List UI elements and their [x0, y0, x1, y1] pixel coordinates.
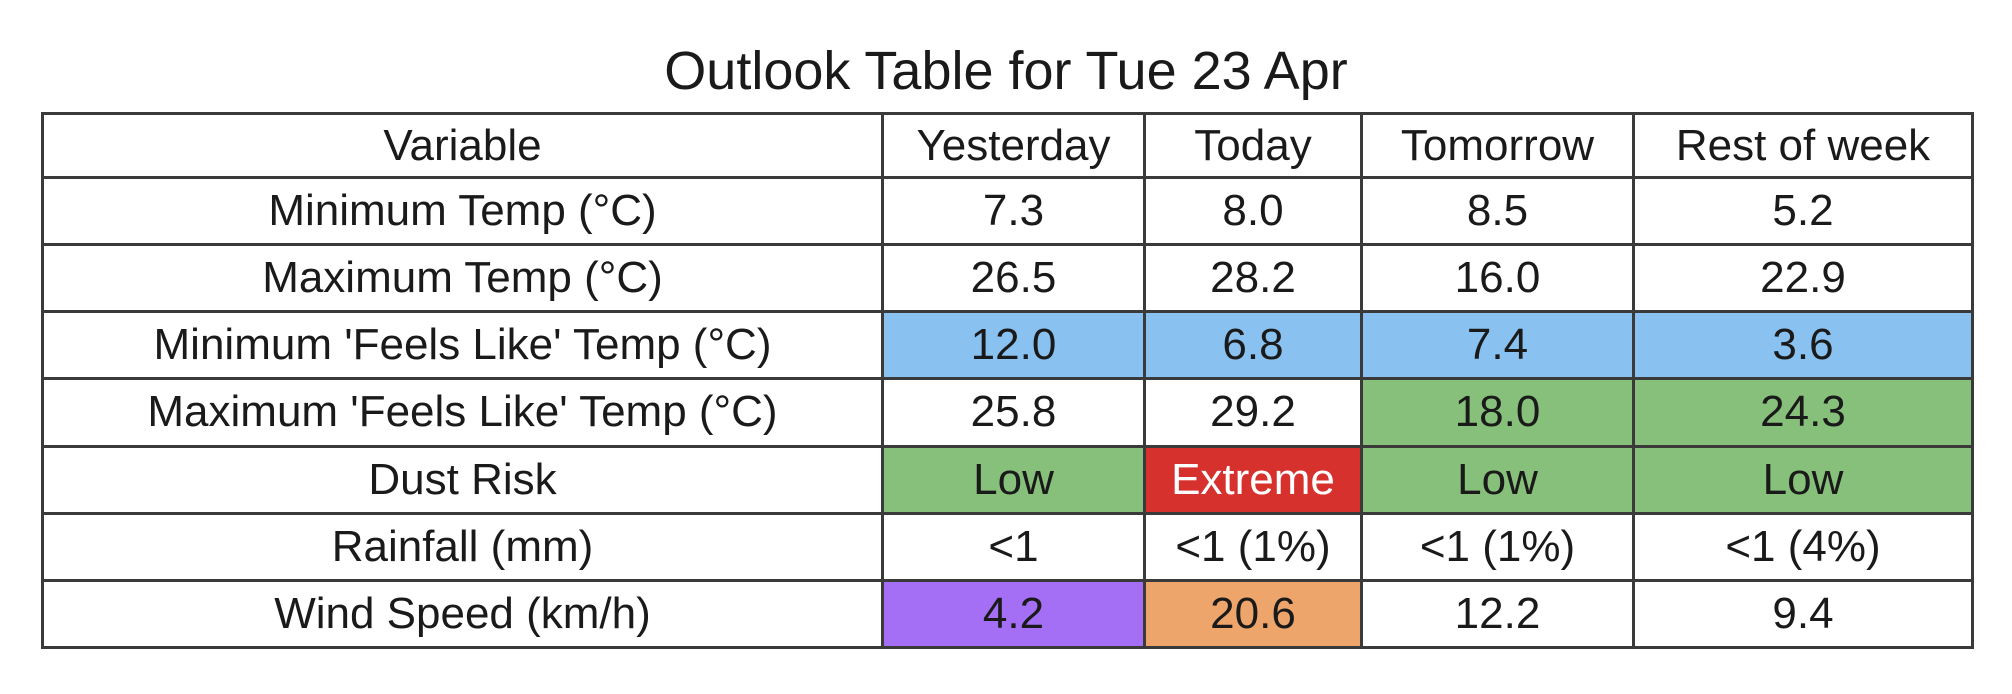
table-cell: 12.0: [881, 310, 1146, 381]
table-cell: 7.4: [1360, 310, 1635, 381]
table-cell: 18.0: [1360, 377, 1635, 448]
table-row-max-feels-like: Maximum 'Feels Like' Temp (°C) 25.8 29.2…: [41, 377, 1974, 448]
table-cell: 5.2: [1632, 175, 1974, 247]
table-row-wind-speed: Wind Speed (km/h) 4.2 20.6 12.2 9.4: [41, 578, 1974, 650]
row-label: Maximum 'Feels Like' Temp (°C): [41, 377, 884, 448]
row-label: Minimum 'Feels Like' Temp (°C): [41, 310, 884, 381]
table-cell: 25.8: [881, 377, 1146, 448]
header-row: Variable Yesterday Today Tomorrow Rest o…: [41, 112, 1974, 179]
chart-title: Outlook Table for Tue 23 Apr: [664, 41, 1348, 101]
table-cell: Extreme: [1143, 444, 1363, 515]
row-label: Wind Speed (km/h): [41, 578, 884, 650]
table-cell: 8.5: [1360, 175, 1635, 247]
table-row-maximum-temp: Maximum Temp (°C) 26.5 28.2 16.0 22.9: [41, 243, 1974, 314]
table-cell: 28.2: [1143, 243, 1363, 314]
table-cell: 3.6: [1632, 310, 1974, 381]
table-cell: 9.4: [1632, 578, 1974, 650]
table-cell: 29.2: [1143, 377, 1363, 448]
table-cell: 4.2: [881, 578, 1146, 650]
table-row-min-feels-like: Minimum 'Feels Like' Temp (°C) 12.0 6.8 …: [41, 310, 1974, 381]
table-cell: <1 (1%): [1360, 511, 1635, 582]
table-cell: 6.8: [1143, 310, 1363, 381]
table-cell: <1: [881, 511, 1146, 582]
table-cell: 26.5: [881, 243, 1146, 314]
table-row-minimum-temp: Minimum Temp (°C) 7.3 8.0 8.5 5.2: [41, 175, 1974, 247]
row-label: Rainfall (mm): [41, 511, 884, 582]
column-header-yesterday: Yesterday: [881, 112, 1146, 179]
table-cell: Low: [1360, 444, 1635, 515]
column-header-today: Today: [1143, 112, 1363, 179]
column-header-variable: Variable: [41, 112, 884, 179]
row-label: Maximum Temp (°C): [41, 243, 884, 314]
table-cell: Low: [881, 444, 1146, 515]
table-cell: 7.3: [881, 175, 1146, 247]
column-header-rest-of-week: Rest of week: [1632, 112, 1974, 179]
table-cell: Low: [1632, 444, 1974, 515]
table-cell: 24.3: [1632, 377, 1974, 448]
table-cell: <1 (1%): [1143, 511, 1363, 582]
table-cell: 16.0: [1360, 243, 1635, 314]
table-row-rainfall: Rainfall (mm) <1 <1 (1%) <1 (1%) <1 (4%): [41, 511, 1974, 582]
table-cell: <1 (4%): [1632, 511, 1974, 582]
column-header-tomorrow: Tomorrow: [1360, 112, 1635, 179]
table-row-dust-risk: Dust Risk Low Extreme Low Low: [41, 444, 1974, 515]
row-label: Minimum Temp (°C): [41, 175, 884, 247]
outlook-table: Variable Yesterday Today Tomorrow Rest o…: [41, 112, 1974, 650]
table-cell: 22.9: [1632, 243, 1974, 314]
table-cell: 12.2: [1360, 578, 1635, 650]
row-label: Dust Risk: [41, 444, 884, 515]
table-cell: 8.0: [1143, 175, 1363, 247]
table-cell: 20.6: [1143, 578, 1363, 650]
